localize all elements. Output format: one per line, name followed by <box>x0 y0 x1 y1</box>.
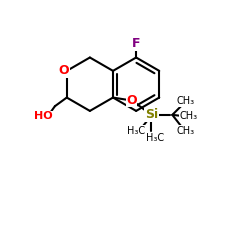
Text: HO: HO <box>34 111 52 121</box>
Text: O: O <box>58 64 69 77</box>
Text: CH₃: CH₃ <box>177 126 195 136</box>
Text: Si: Si <box>145 108 158 121</box>
Text: H₃C: H₃C <box>146 133 164 143</box>
Text: H₃C: H₃C <box>128 126 146 136</box>
Text: F: F <box>132 38 140 51</box>
Text: CH₃: CH₃ <box>179 111 198 121</box>
Text: O: O <box>126 94 137 106</box>
Text: CH₃: CH₃ <box>177 96 195 106</box>
